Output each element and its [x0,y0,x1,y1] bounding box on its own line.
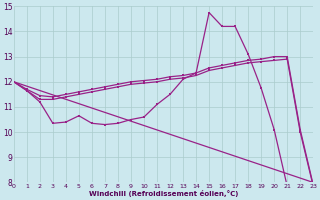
X-axis label: Windchill (Refroidissement éolien,°C): Windchill (Refroidissement éolien,°C) [89,190,238,197]
